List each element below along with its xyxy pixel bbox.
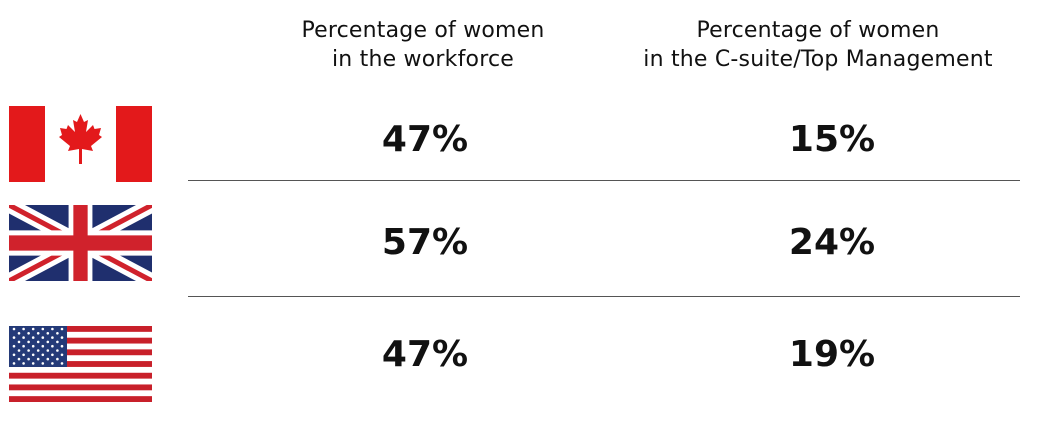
row-divider xyxy=(188,180,1020,181)
header-line: in the C-suite/Top Management xyxy=(643,47,993,72)
workforce-value: 47% xyxy=(381,119,469,160)
header-line: Percentage of women xyxy=(301,18,545,43)
column-header-csuite: Percentage of women in the C-suite/Top M… xyxy=(618,16,1018,74)
table-row: 57% 24% xyxy=(0,195,1052,313)
header-line: in the workforce xyxy=(332,47,514,72)
csuite-value: 15% xyxy=(788,119,876,160)
uk-flag-icon xyxy=(9,205,152,281)
canada-flag-icon xyxy=(9,106,152,182)
workforce-value: 47% xyxy=(381,334,469,375)
header-line: Percentage of women xyxy=(696,18,940,43)
csuite-value: 19% xyxy=(788,334,876,375)
workforce-value: 57% xyxy=(381,222,469,263)
column-header-workforce: Percentage of women in the workforce xyxy=(263,16,583,74)
csuite-value: 24% xyxy=(788,222,876,263)
row-divider xyxy=(188,296,1020,297)
usa-flag-icon xyxy=(9,326,152,402)
table-row: 47% 19% xyxy=(0,305,1052,423)
table-row: 47% 15% xyxy=(0,100,1052,218)
